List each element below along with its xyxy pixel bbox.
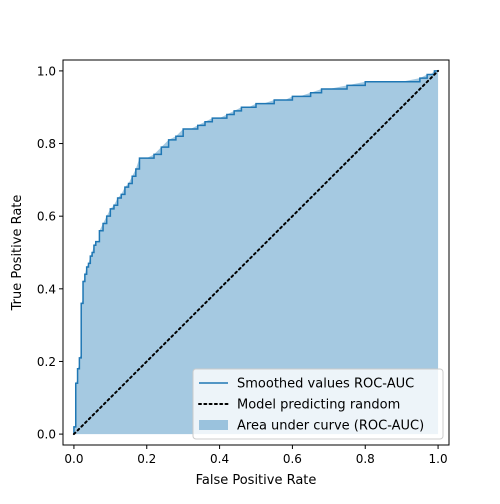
legend-label: Smoothed values ROC-AUC [237, 377, 414, 392]
y-tick-label: 0.8 [37, 137, 56, 151]
y-tick-label: 0.0 [37, 428, 56, 442]
roc-curve-line [73, 70, 439, 435]
x-axis-label: False Positive Rate [196, 473, 317, 488]
y-tick-label: 0.6 [37, 210, 56, 224]
x-tick-label: 1.0 [429, 452, 448, 466]
x-tick-label: 0.8 [356, 452, 375, 466]
plot-area [72, 69, 440, 436]
legend-label: Model predicting random [237, 398, 400, 413]
legend-label: Area under curve (ROC-AUC) [237, 419, 424, 434]
x-tick-label: 0.0 [64, 452, 83, 466]
x-tick-label: 0.2 [137, 452, 156, 466]
legend-box [192, 368, 444, 440]
y-tick-label: 1.0 [37, 64, 56, 78]
y-axis-label: True Positive Rate [10, 195, 25, 312]
x-tick-label: 0.4 [210, 452, 229, 466]
axes-frame [62, 59, 450, 446]
x-tick-label: 0.6 [283, 452, 302, 466]
y-tick-label: 0.4 [37, 282, 56, 296]
y-tick-label: 0.2 [37, 355, 56, 369]
axes: 0.0 0.2 0.4 0.6 0.8 1.0 0.0 0.2 0.4 0.6 0.8 1.0 Fals… [10, 59, 450, 488]
random-model-line [72, 69, 440, 436]
legend-swatch-auc [199, 420, 228, 430]
legend: Smoothed values ROC-AUC Model predicting … [192, 368, 444, 440]
